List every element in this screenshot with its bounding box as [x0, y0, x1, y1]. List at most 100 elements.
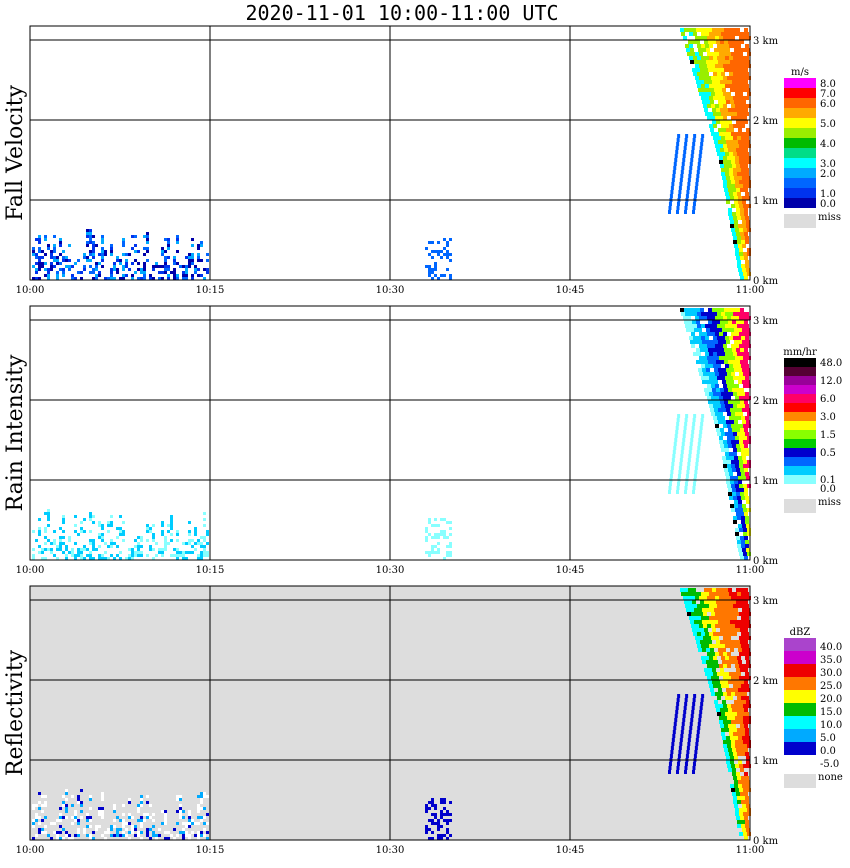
- data-cell: [38, 518, 41, 521]
- data-cell: [152, 813, 155, 816]
- data-cell: [745, 112, 749, 116]
- data-cell: [711, 344, 715, 348]
- data-cell: [747, 396, 751, 400]
- data-cell: [164, 262, 167, 265]
- data-cell: [699, 612, 703, 616]
- data-cell: [128, 557, 131, 560]
- data-cell: [89, 271, 92, 274]
- data-cell: [735, 332, 739, 336]
- data-cell: [688, 600, 692, 604]
- data-cell: [743, 596, 747, 600]
- data-cell: [440, 518, 443, 521]
- data-cell: [161, 822, 164, 825]
- data-cell: [56, 548, 59, 551]
- data-cell: [41, 810, 44, 813]
- data-cell: [701, 694, 705, 698]
- data-cell: [693, 134, 697, 138]
- data-cell: [449, 542, 452, 545]
- data-cell: [720, 360, 724, 364]
- data-cell: [675, 426, 679, 430]
- data-cell: [125, 274, 128, 277]
- data-cell: [681, 166, 685, 170]
- data-cell: [743, 156, 747, 160]
- data-cell: [110, 247, 113, 250]
- data-cell: [736, 428, 740, 432]
- data-cell: [41, 795, 44, 798]
- data-cell: [727, 704, 731, 708]
- data-cell: [734, 504, 738, 508]
- data-cell: [140, 271, 143, 274]
- data-cell: [176, 238, 179, 241]
- data-cell: [726, 340, 730, 344]
- data-cell: [736, 680, 740, 684]
- data-cell: [731, 36, 735, 40]
- data-cell: [733, 352, 737, 356]
- data-cell: [687, 462, 691, 466]
- data-cell: [197, 810, 200, 813]
- colorbar-label: 0.1: [820, 475, 836, 486]
- data-cell: [104, 837, 107, 840]
- data-cell: [739, 160, 743, 164]
- data-cell: [715, 144, 719, 148]
- data-cell: [747, 528, 751, 532]
- data-cell: [122, 819, 125, 822]
- data-cell: [731, 144, 735, 148]
- data-cell: [691, 146, 695, 150]
- data-cell: [724, 120, 728, 124]
- data-cell: [80, 521, 83, 524]
- data-cell: [737, 84, 741, 88]
- data-cell: [720, 628, 724, 632]
- data-cell: [431, 798, 434, 801]
- data-cell: [684, 770, 687, 774]
- data-cell: [741, 696, 745, 700]
- data-cell: [694, 328, 698, 332]
- data-cell: [158, 277, 161, 280]
- data-cell: [713, 684, 717, 688]
- data-cell: [726, 100, 730, 104]
- data-cell: [137, 250, 140, 253]
- data-cell: [715, 384, 719, 388]
- data-cell: [716, 708, 720, 712]
- data-cell: [687, 612, 691, 616]
- data-cell: [743, 384, 747, 388]
- data-cell: [732, 468, 736, 472]
- data-cell: [682, 438, 686, 442]
- data-cell: [687, 316, 691, 320]
- data-cell: [721, 352, 725, 356]
- data-cell: [700, 308, 704, 312]
- data-cell: [722, 88, 726, 92]
- data-cell: [164, 539, 167, 542]
- data-cell: [716, 680, 720, 684]
- data-cell: [80, 271, 83, 274]
- data-cell: [434, 551, 437, 554]
- data-cell: [709, 352, 713, 356]
- data-cell: [714, 340, 718, 344]
- data-cell: [80, 557, 83, 560]
- data-cell: [732, 400, 736, 404]
- data-cell: [723, 612, 727, 616]
- data-cell: [713, 32, 717, 36]
- data-cell: [170, 527, 173, 530]
- data-cell: [110, 277, 113, 280]
- data-cell: [700, 68, 704, 72]
- data-cell: [690, 158, 694, 162]
- data-cell: [179, 804, 182, 807]
- data-cell: [80, 810, 83, 813]
- data-cell: [729, 216, 733, 220]
- data-cell: [683, 146, 687, 150]
- data-cell: [745, 696, 749, 700]
- data-cell: [747, 436, 751, 440]
- data-cell: [191, 277, 194, 280]
- data-cell: [722, 48, 726, 52]
- data-cell: [188, 259, 191, 262]
- data-cell: [746, 784, 750, 788]
- data-cell: [440, 837, 443, 840]
- data-cell: [717, 672, 721, 676]
- data-cell: [745, 312, 749, 316]
- colorbar-swatch: [784, 168, 816, 178]
- data-cell: [739, 464, 743, 468]
- data-cell: [732, 792, 736, 796]
- data-cell: [686, 190, 690, 194]
- data-cell: [700, 422, 704, 426]
- data-cell: [741, 796, 745, 800]
